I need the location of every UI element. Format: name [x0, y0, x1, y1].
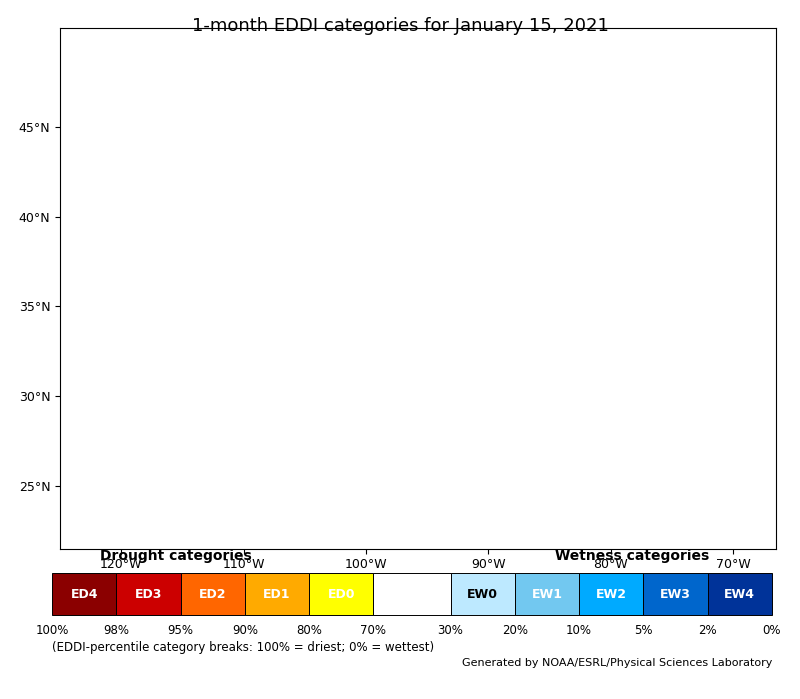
Text: 5%: 5% [634, 624, 653, 637]
Text: Drought categories: Drought categories [100, 549, 252, 563]
Text: 98%: 98% [103, 624, 130, 637]
Text: 100%: 100% [35, 624, 69, 637]
Text: ED1: ED1 [263, 588, 290, 600]
Text: ED2: ED2 [199, 588, 226, 600]
Text: 95%: 95% [167, 624, 194, 637]
Text: 80%: 80% [296, 624, 322, 637]
Text: EW3: EW3 [660, 588, 691, 600]
Text: 70%: 70% [361, 624, 386, 637]
Text: (EDDI-percentile category breaks: 100% = driest; 0% = wettest): (EDDI-percentile category breaks: 100% =… [52, 641, 434, 654]
Text: EW2: EW2 [596, 588, 626, 600]
Text: EW4: EW4 [724, 588, 755, 600]
Text: ED4: ED4 [70, 588, 98, 600]
Text: 1-month EDDI categories for January 15, 2021: 1-month EDDI categories for January 15, … [191, 17, 609, 36]
Text: ED3: ED3 [134, 588, 162, 600]
Text: 0%: 0% [762, 624, 782, 637]
Text: EW1: EW1 [531, 588, 562, 600]
Text: 30%: 30% [438, 624, 463, 637]
Text: Generated by NOAA/ESRL/Physical Sciences Laboratory: Generated by NOAA/ESRL/Physical Sciences… [462, 658, 772, 668]
Text: 90%: 90% [232, 624, 258, 637]
Text: ED0: ED0 [327, 588, 355, 600]
Text: EW0: EW0 [467, 588, 498, 600]
Text: 20%: 20% [502, 624, 528, 637]
Text: 2%: 2% [698, 624, 717, 637]
Text: Wetness categories: Wetness categories [555, 549, 709, 563]
Text: 10%: 10% [566, 624, 592, 637]
